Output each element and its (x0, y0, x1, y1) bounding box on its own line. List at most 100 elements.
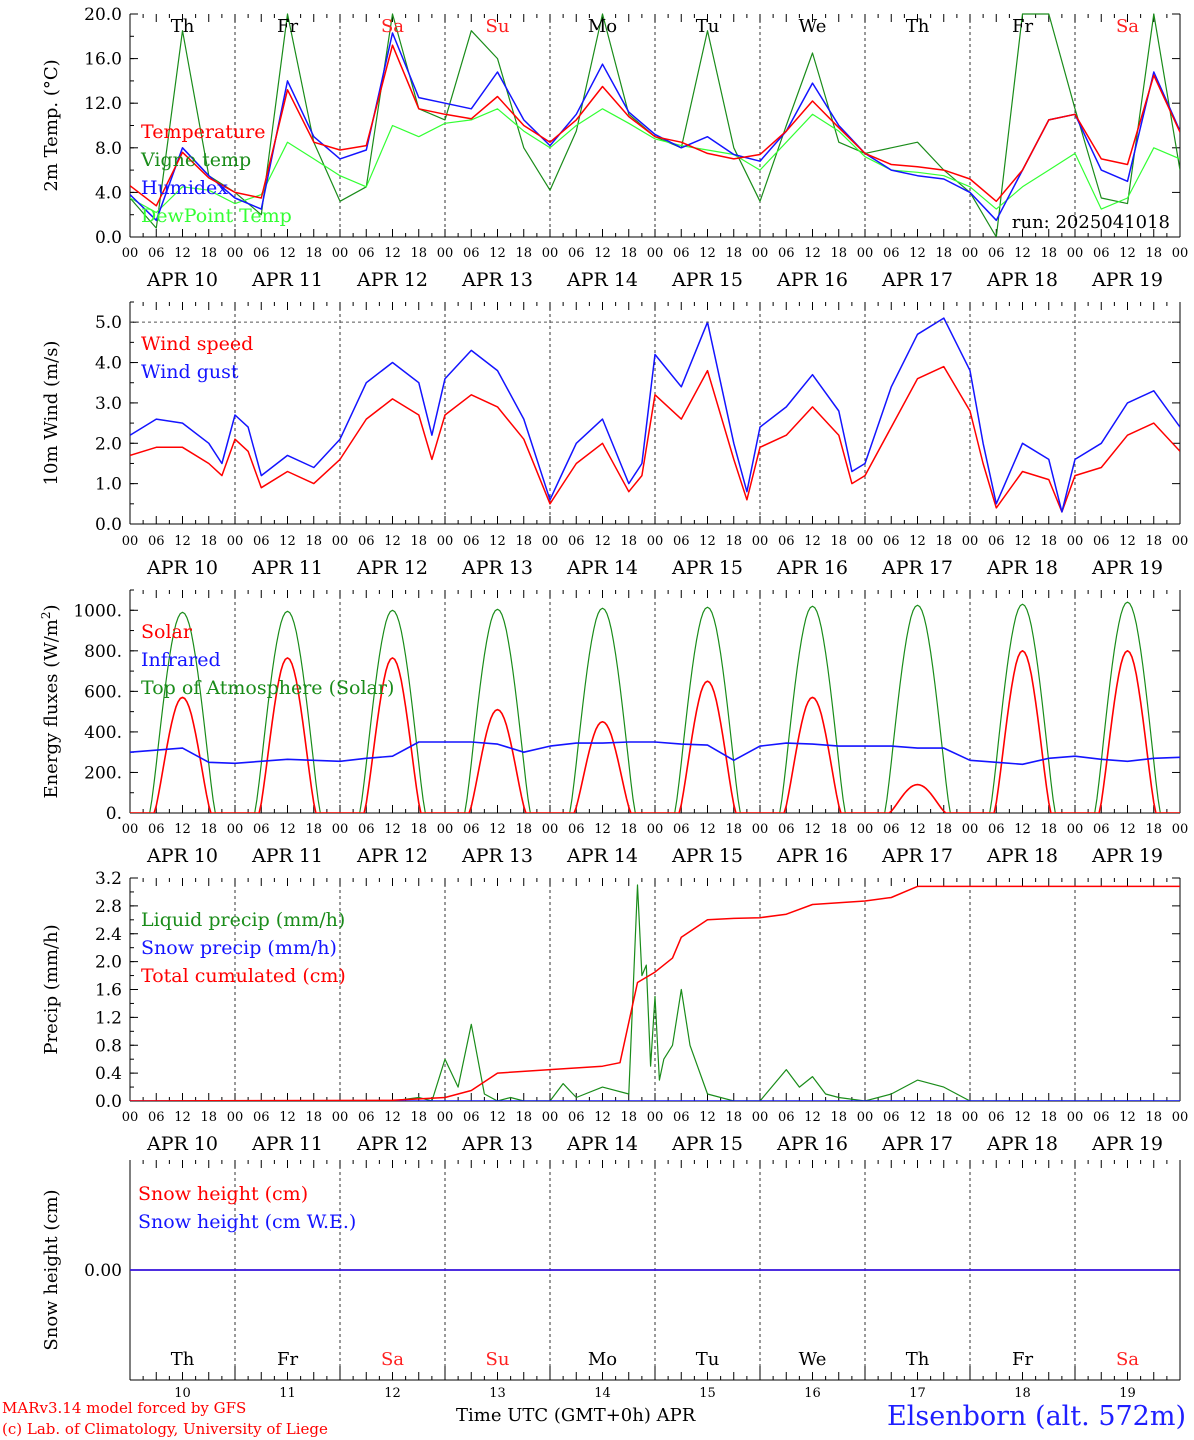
hour-tick-label: 00 (122, 534, 139, 549)
hour-tick-label: 12 (1119, 822, 1136, 837)
hour-tick-label: 06 (253, 534, 270, 549)
hour-tick-label: 00 (227, 246, 244, 261)
hour-tick-label: 06 (358, 822, 375, 837)
date-label: APR 19 (1091, 845, 1163, 867)
weekday-label: Su (486, 16, 510, 37)
date-label: APR 11 (251, 269, 323, 291)
weekday-label: Mo (588, 16, 617, 37)
hour-tick-label: 06 (883, 246, 900, 261)
hour-tick-label: 18 (620, 534, 637, 549)
y-tick-label: 600. (84, 682, 122, 702)
date-label: APR 13 (461, 1133, 533, 1155)
y-tick-label: 3.2 (95, 869, 122, 889)
hour-tick-label: 06 (673, 822, 690, 837)
hour-tick-label: 00 (962, 534, 979, 549)
date-label: APR 18 (986, 557, 1058, 579)
day-number-label: 12 (384, 1386, 401, 1401)
hour-tick-label: 06 (568, 822, 585, 837)
weekday-label: Fr (277, 16, 298, 37)
hour-tick-label: 12 (699, 246, 716, 261)
lab-credit: (c) Lab. of Climatology, University of L… (2, 1420, 328, 1438)
y-tick-label: 4.0 (95, 354, 122, 374)
hour-tick-label: 00 (122, 246, 139, 261)
hour-tick-label: 18 (410, 246, 427, 261)
hour-tick-label: 18 (1040, 822, 1057, 837)
date-label: APR 16 (776, 557, 848, 579)
weekday-label: Tu (696, 16, 720, 37)
hour-tick-label: 12 (699, 822, 716, 837)
hour-tick-label: 06 (883, 1110, 900, 1125)
y-tick-label: 3.0 (95, 394, 122, 414)
hour-tick-label: 12 (594, 1110, 611, 1125)
hour-tick-label: 12 (279, 534, 296, 549)
hour-tick-label: 12 (1014, 246, 1031, 261)
hour-tick-label: 00 (332, 246, 349, 261)
hour-tick-label: 18 (200, 1110, 217, 1125)
hour-tick-label: 12 (279, 822, 296, 837)
hour-tick-label: 18 (1040, 534, 1057, 549)
hour-tick-label: 00 (227, 534, 244, 549)
hour-tick-label: 00 (437, 246, 454, 261)
hour-tick-label: 06 (778, 822, 795, 837)
legend-entry: DewPoint Temp (141, 205, 292, 227)
y-tick-label: 200. (84, 763, 122, 783)
day-number-label: 13 (489, 1386, 506, 1401)
hour-tick-label: 12 (909, 534, 926, 549)
hour-tick-label: 18 (305, 822, 322, 837)
y-tick-label: 1000. (73, 601, 122, 621)
hour-tick-label: 00 (227, 1110, 244, 1125)
date-label: APR 16 (776, 845, 848, 867)
y-tick-label: 0.00 (84, 1261, 122, 1281)
y-tick-label: 2.0 (95, 434, 122, 454)
hour-tick-label: 06 (463, 822, 480, 837)
hour-tick-label: 00 (122, 822, 139, 837)
hour-tick-label: 18 (515, 534, 532, 549)
y-tick-label: 12.0 (84, 94, 122, 114)
hour-tick-label: 06 (1093, 1110, 1110, 1125)
date-label: APR 12 (356, 1133, 428, 1155)
hour-tick-label: 18 (935, 246, 952, 261)
y-axis-title: Precip (mm/h) (41, 924, 62, 1054)
hour-tick-label: 06 (148, 822, 165, 837)
hour-tick-label: 06 (778, 1110, 795, 1125)
weekday-label: Fr (1012, 1349, 1033, 1370)
hour-tick-label: 18 (410, 1110, 427, 1125)
hour-tick-label: 12 (1119, 1110, 1136, 1125)
weekday-label: Sa (1116, 16, 1139, 37)
date-label: APR 18 (986, 845, 1058, 867)
hour-tick-label: 18 (1040, 246, 1057, 261)
y-tick-label: 2.8 (95, 897, 122, 917)
y-axis-title: 10m Wind (m/s) (41, 341, 62, 486)
humidexline (130, 32, 1180, 222)
hour-tick-label: 18 (830, 246, 847, 261)
hour-tick-label: 06 (463, 1110, 480, 1125)
date-label: APR 14 (566, 1133, 638, 1155)
hour-tick-label: 18 (515, 1110, 532, 1125)
weekday-label: Th (171, 16, 195, 37)
hour-tick-label: 12 (594, 534, 611, 549)
y-tick-label: 20.0 (84, 5, 122, 25)
solar-line (130, 649, 1180, 813)
hour-tick-label: 18 (305, 246, 322, 261)
y-tick-label: 1.6 (95, 981, 122, 1001)
vigne-templine (130, 13, 1180, 237)
hour-tick-label: 06 (148, 1110, 165, 1125)
wind-speedline (130, 365, 1180, 513)
hour-tick-label: 18 (935, 534, 952, 549)
date-label: APR 15 (671, 1133, 743, 1155)
legend-entry: Vigne temp (140, 149, 251, 171)
hour-tick-label: 12 (489, 246, 506, 261)
hour-tick-label: 18 (305, 1110, 322, 1125)
hour-tick-label: 00 (647, 1110, 664, 1125)
y-tick-label: 800. (84, 642, 122, 662)
hour-tick-label: 12 (279, 1110, 296, 1125)
hour-tick-label: 00 (1172, 822, 1189, 837)
hour-tick-label: 00 (437, 822, 454, 837)
y-tick-label: 1.0 (95, 475, 122, 495)
hour-tick-label: 06 (883, 534, 900, 549)
day-number-label: 15 (699, 1386, 716, 1401)
hour-tick-label: 00 (332, 534, 349, 549)
hour-tick-label: 06 (778, 534, 795, 549)
hour-tick-label: 18 (830, 1110, 847, 1125)
